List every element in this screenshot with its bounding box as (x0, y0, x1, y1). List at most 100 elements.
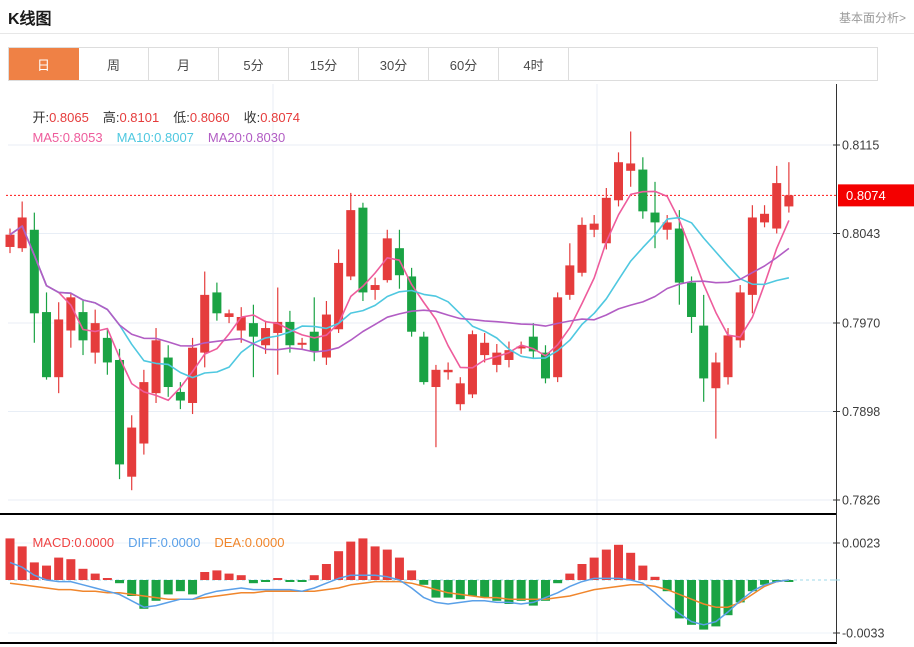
tab-min30[interactable]: 30分 (359, 48, 429, 80)
macd-bar (321, 564, 331, 580)
macd-bar (443, 580, 453, 598)
macd-bar (687, 580, 697, 625)
fundamental-analysis-link[interactable]: 基本面分析> (838, 11, 906, 25)
candle (102, 337, 112, 363)
macd-bar (394, 557, 404, 580)
macd-bar (650, 576, 660, 580)
candle (589, 223, 599, 230)
candle (115, 359, 125, 465)
macd-bar (540, 580, 550, 601)
macd-bar (200, 572, 210, 580)
macd-bar (273, 578, 283, 580)
candle (419, 336, 429, 383)
candle (175, 391, 185, 401)
macd-bar (626, 552, 636, 580)
close-label: 收: (243, 110, 261, 125)
diff-value: 0.0000 (160, 535, 201, 550)
candle (78, 312, 88, 341)
candle (382, 238, 392, 281)
open-label: 开: (32, 110, 50, 125)
tab-min5[interactable]: 5分 (219, 48, 289, 80)
macd-bar (54, 557, 64, 580)
ma5-line (9, 190, 790, 402)
tab-week[interactable]: 周 (79, 48, 149, 80)
open-value: 0.8065 (49, 110, 89, 125)
macd-bar (577, 564, 587, 580)
candle (42, 312, 52, 378)
price-badge (838, 184, 914, 207)
candle (346, 210, 356, 277)
candle (650, 212, 660, 223)
macd-bar (711, 580, 721, 627)
ma20-label: MA20: (207, 130, 246, 145)
candle (370, 285, 380, 290)
macd-bar (747, 580, 757, 592)
macd-bar (78, 568, 88, 580)
tab-min60[interactable]: 60分 (429, 48, 499, 80)
candle (711, 362, 721, 389)
header-divider (0, 33, 914, 34)
y-axis-label: 0.7826 (842, 494, 880, 508)
y-axis-label: 0.7970 (842, 317, 880, 331)
diff-line (9, 561, 789, 626)
macd-bar (224, 573, 234, 580)
macd-bar (17, 546, 27, 580)
candle (54, 319, 64, 378)
candle (577, 224, 587, 273)
macd-axis-label: -0.0033 (842, 626, 884, 640)
candle (626, 163, 636, 171)
candle (5, 234, 15, 247)
candle (553, 297, 563, 378)
candle (321, 314, 331, 358)
macd-bar (297, 580, 307, 582)
candle (601, 197, 611, 244)
ma10-value: 0.8007 (154, 130, 194, 145)
macd-bar (127, 580, 137, 596)
ma-legend: MA5:0.8053 MA10:0.8007 MA20:0.8030 (18, 115, 285, 160)
candle (212, 292, 222, 314)
tab-min15[interactable]: 15分 (289, 48, 359, 80)
macd-bar (151, 580, 161, 601)
candle (516, 346, 526, 349)
candle (528, 336, 538, 352)
candle (467, 334, 477, 395)
macd-bar (735, 580, 745, 603)
candle (431, 369, 441, 388)
price-badge-label: 0.8074 (846, 188, 886, 203)
candle (297, 342, 307, 345)
macd-bar (601, 549, 611, 580)
macd-label: MACD: (32, 535, 75, 550)
macd-bar (699, 580, 709, 630)
macd-bar (528, 580, 538, 606)
diff-label: DIFF: (128, 535, 161, 550)
ohlc-legend: 开:0.8065 高:0.8101 低:0.8060 收:0.8074 (18, 95, 300, 140)
candle (735, 292, 745, 341)
tab-month[interactable]: 月 (149, 48, 219, 80)
ma20-line (9, 225, 790, 353)
tab-hour4[interactable]: 4时 (499, 48, 569, 80)
candle (17, 217, 27, 249)
candle (248, 323, 258, 337)
candle (455, 383, 465, 405)
candle (224, 313, 234, 317)
candle (662, 222, 672, 230)
dea-line (9, 579, 789, 608)
chart-canvas[interactable]: 0.8115 0.8043 0.7970 0.7898 0.7826 0.0023 -0.0… (0, 84, 914, 647)
macd-bar (723, 580, 733, 616)
tab-day[interactable]: 日 (9, 48, 79, 80)
candle (443, 369, 453, 373)
candle (760, 213, 770, 223)
candle (747, 217, 757, 295)
candle (127, 427, 137, 477)
macd-bar (492, 580, 502, 601)
y-axis-label: 0.7898 (842, 405, 880, 419)
macd-bar (163, 580, 173, 595)
candle (723, 335, 733, 378)
candle (285, 321, 295, 346)
macd-bar (5, 538, 15, 580)
candle (687, 282, 697, 317)
candle (772, 183, 782, 229)
macd-bar (589, 557, 599, 580)
candle (200, 294, 210, 353)
macd-bar (614, 544, 623, 580)
